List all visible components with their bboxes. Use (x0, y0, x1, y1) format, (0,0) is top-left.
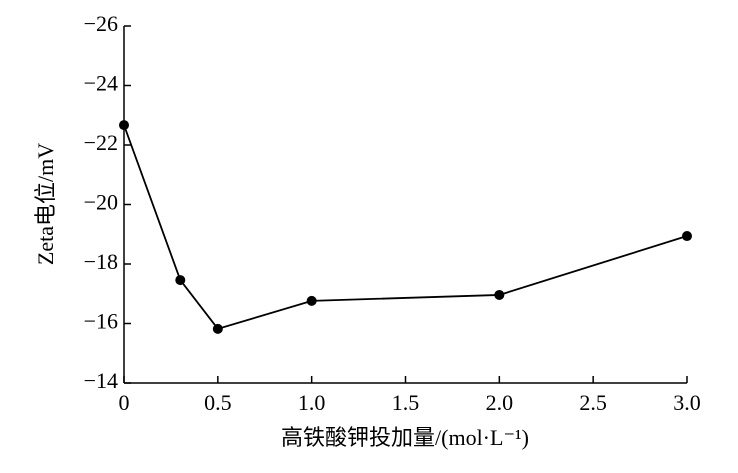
x-tick-label: 2.5 (579, 390, 607, 415)
data-point (306, 295, 317, 306)
y-axis-label: Zeta电位/mV (33, 143, 58, 265)
data-point (494, 289, 505, 300)
data-point (212, 323, 223, 334)
x-tick-label: 3.0 (673, 390, 701, 415)
data-point (175, 275, 186, 286)
y-tick-label: −26 (84, 11, 118, 36)
y-tick-label: −22 (84, 130, 118, 155)
data-point (119, 120, 129, 131)
data-point (682, 231, 692, 242)
y-tick-label: −20 (84, 190, 118, 215)
y-tick-label: −14 (84, 368, 118, 393)
x-tick-label: 0.5 (204, 390, 232, 415)
y-tick-label: −18 (84, 249, 118, 274)
x-tick-label: 1.5 (392, 390, 420, 415)
x-tick-label: 2.0 (486, 390, 514, 415)
data-line (123, 124, 688, 330)
y-tick-label: −24 (84, 71, 118, 96)
x-axis-label: 高铁酸钾投加量/(mol·L⁻¹) (281, 425, 529, 450)
y-tick-label: −16 (84, 309, 118, 334)
x-tick-label: 0 (119, 390, 130, 415)
x-tick-label: 1.0 (298, 390, 326, 415)
